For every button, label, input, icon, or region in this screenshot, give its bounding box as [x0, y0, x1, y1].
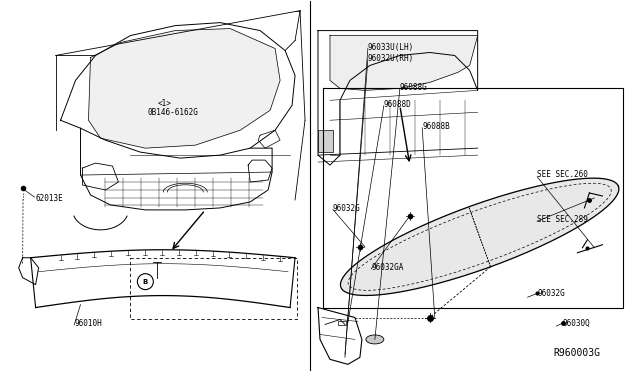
Polygon shape	[330, 36, 477, 90]
Text: 96030Q: 96030Q	[563, 319, 591, 328]
Text: B: B	[143, 279, 148, 285]
Text: 96032GA: 96032GA	[371, 263, 403, 272]
Text: 96032U(RH): 96032U(RH)	[368, 54, 414, 62]
Polygon shape	[340, 178, 619, 295]
Text: SEE SEC.289: SEE SEC.289	[537, 215, 588, 224]
Text: 96088B: 96088B	[422, 122, 450, 131]
Text: 96010H: 96010H	[74, 319, 102, 328]
Text: 96032G: 96032G	[333, 204, 360, 213]
Text: 96088D: 96088D	[384, 100, 412, 109]
Text: 96033U(LH): 96033U(LH)	[368, 42, 414, 51]
Text: SEE SEC.260: SEE SEC.260	[537, 170, 588, 179]
Ellipse shape	[366, 335, 384, 344]
Polygon shape	[88, 29, 280, 148]
FancyBboxPatch shape	[318, 130, 333, 152]
Text: <1>: <1>	[157, 99, 171, 108]
Text: 96032G: 96032G	[537, 289, 565, 298]
Text: 0B146-6162G: 0B146-6162G	[148, 109, 198, 118]
Text: 96088G: 96088G	[400, 83, 428, 92]
Text: R960003G: R960003G	[553, 348, 600, 358]
Text: 62013E: 62013E	[36, 195, 63, 203]
Circle shape	[138, 274, 154, 290]
